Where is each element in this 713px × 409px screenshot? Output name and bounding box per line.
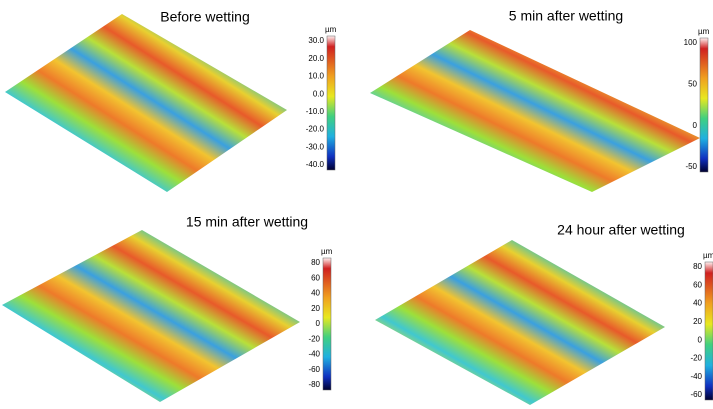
tick-label: -40 [308, 350, 320, 359]
tick-label: -60 [308, 365, 320, 374]
unit-label: µm [703, 251, 713, 260]
tick-label: 50 [688, 79, 697, 88]
tick-label: 40 [693, 299, 702, 308]
tick-label: 20 [693, 317, 702, 326]
tick-label: 10.0 [308, 72, 324, 81]
panel-title: 15 min after wetting [186, 214, 308, 230]
colorbar [699, 37, 709, 173]
colorbar [326, 35, 336, 171]
unit-label: µm [325, 25, 337, 34]
panel-title: 5 min after wetting [509, 8, 623, 24]
tick-label: -20.0 [306, 125, 325, 134]
surface [375, 240, 665, 405]
colorbar [704, 261, 713, 401]
surface [370, 30, 700, 192]
panel-title: Before wetting [160, 9, 250, 25]
tick-label: -50 [685, 162, 697, 171]
tick-label: 0 [316, 319, 321, 328]
tick-label: -20 [308, 334, 320, 343]
tick-label: 20 [311, 304, 320, 313]
tick-label: 0 [693, 121, 698, 130]
tick-label: 80 [693, 262, 702, 271]
tick-label: 0 [698, 335, 703, 344]
tick-label: -40 [690, 372, 702, 381]
surface [5, 14, 287, 192]
tick-label: 0.0 [313, 89, 325, 98]
tick-label: 30.0 [308, 36, 324, 45]
tick-label: -30.0 [306, 142, 325, 151]
tick-label: -80 [308, 380, 320, 389]
surface [2, 230, 300, 402]
tick-label: 20.0 [308, 54, 324, 63]
colorbar [322, 257, 332, 391]
tick-label: -20 [690, 354, 702, 363]
tick-label: -40.0 [306, 160, 325, 169]
tick-label: 100 [684, 38, 698, 47]
unit-label: µm [698, 27, 710, 36]
panel-title: 24 hour after wetting [557, 222, 685, 238]
tick-label: 80 [311, 258, 320, 267]
tick-label: 60 [693, 280, 702, 289]
tick-label: 40 [311, 289, 320, 298]
unit-label: µm [321, 247, 333, 256]
tick-label: -10.0 [306, 107, 325, 116]
tick-label: 60 [311, 273, 320, 282]
tick-label: -60 [690, 390, 702, 399]
